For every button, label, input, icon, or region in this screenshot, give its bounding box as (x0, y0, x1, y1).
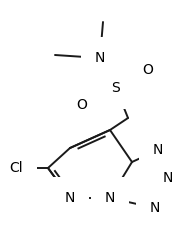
Text: Cl: Cl (9, 161, 23, 175)
Text: O: O (77, 98, 88, 112)
Text: N: N (163, 171, 173, 185)
Text: N: N (150, 201, 160, 215)
Text: N: N (65, 191, 75, 205)
Text: N: N (105, 191, 115, 205)
Text: N: N (153, 143, 163, 157)
Text: N: N (95, 51, 105, 65)
Text: S: S (112, 81, 120, 95)
Text: O: O (143, 63, 153, 77)
